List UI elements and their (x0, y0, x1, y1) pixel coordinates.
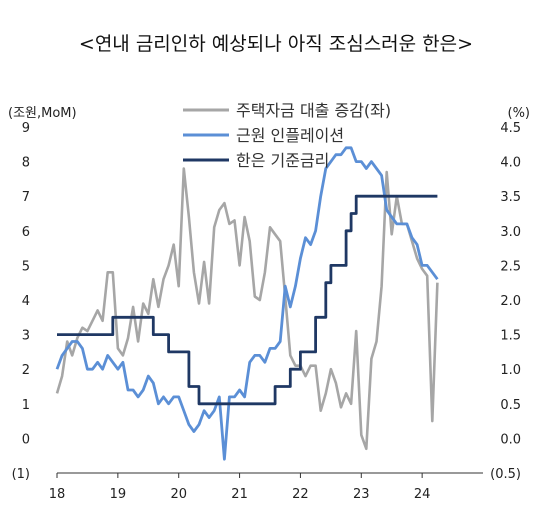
left-axis-ticks: (1) 0 1 2 3 4 5 6 7 8 9 (12, 121, 30, 482)
x-tick-label: 19 (110, 487, 127, 502)
right-tick-label: 3.5 (500, 190, 521, 205)
chart-title: <연내 금리인하 예상되나 아직 조심스러운 한은> (79, 33, 473, 55)
right-axis-ticks: (0.5) 0.0 0.5 1.0 1.5 2.0 2.5 3.0 3.5 4.0 4.5 (490, 121, 521, 482)
left-tick-label: 3 (22, 329, 30, 344)
right-tick-label: 4.5 (500, 121, 521, 136)
x-tick-label: 18 (49, 487, 66, 502)
right-tick-label: 1.5 (500, 329, 521, 344)
right-tick-label: 0.5 (500, 398, 521, 413)
right-tick-label: (0.5) (490, 467, 521, 482)
left-axis-unit-label: (조원,MoM) (8, 106, 77, 121)
right-tick-label: 2.5 (500, 259, 521, 274)
left-tick-label: 9 (22, 121, 30, 136)
x-tick-label: 20 (170, 487, 187, 502)
left-tick-label: 1 (22, 398, 30, 413)
left-tick-label: 2 (22, 363, 30, 378)
x-tick-label: 22 (292, 487, 309, 502)
legend-core-inflation-label: 근원 인플레이션 (236, 126, 344, 145)
left-tick-label: 6 (22, 225, 30, 240)
core-inflation-line (55, 146, 439, 461)
left-tick-label: 0 (22, 432, 30, 447)
series-layer (55, 146, 439, 461)
left-tick-label: 7 (22, 190, 30, 205)
left-tick-label: 4 (22, 294, 30, 309)
legend-housing-loan-label: 주택자금 대출 증감(좌) (236, 101, 391, 120)
right-tick-label: 0.0 (500, 432, 521, 447)
left-tick-label: 5 (22, 259, 30, 274)
base-rate-line (57, 194, 438, 406)
x-tick-label: 21 (231, 487, 248, 502)
x-tick-label: 24 (414, 487, 431, 502)
left-tick-label: 8 (22, 156, 30, 171)
x-tick-label: 23 (353, 487, 370, 502)
right-tick-label: 2.0 (500, 294, 521, 309)
right-axis-unit-label: (%) (508, 106, 531, 121)
housing-loan-change-line (55, 167, 439, 451)
x-axis-ticks: 18 19 20 21 22 23 24 (49, 473, 431, 502)
right-tick-label: 3.0 (500, 225, 521, 240)
right-tick-label: 4.0 (500, 156, 521, 171)
right-tick-label: 1.0 (500, 363, 521, 378)
legend-base-rate-label: 한은 기준금리 (236, 151, 329, 170)
left-tick-label: (1) (12, 467, 30, 482)
